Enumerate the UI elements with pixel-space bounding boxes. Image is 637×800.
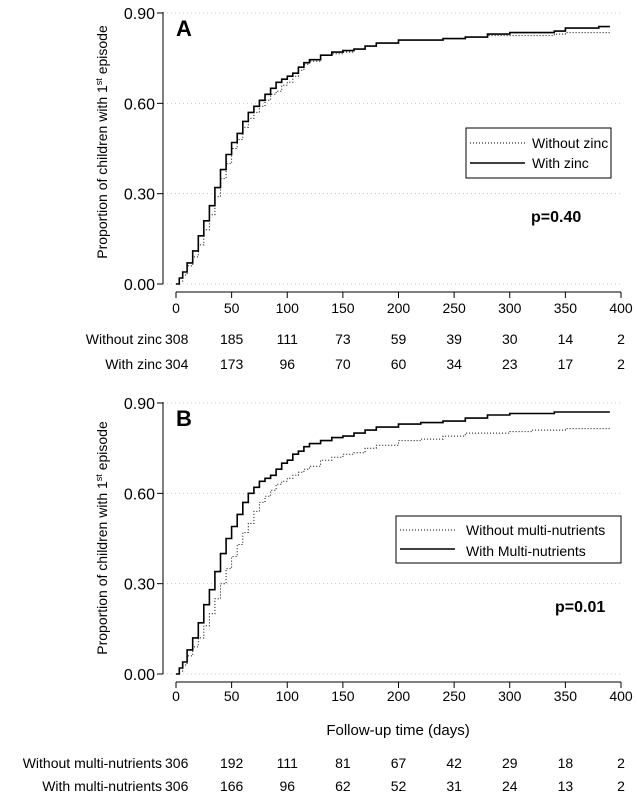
panel-b-x-tick-label: 0	[172, 688, 180, 704]
panel-a-x-ticks: 0 50 100 150 200 250 300 350 400	[172, 292, 633, 316]
panel-a-x-tick-label: 250	[442, 300, 466, 316]
panel-b-risk-count: 306	[165, 755, 189, 771]
panel-a-risk-count: 17	[558, 356, 574, 372]
panel-b-risk-count: 67	[391, 755, 407, 771]
panel-b-legend-label-with: With Multi-nutrients	[466, 543, 586, 559]
panel-a-curves	[176, 25, 610, 285]
panel-b-x-tick-label: 100	[276, 688, 300, 704]
panel-b-legend: Without multi-nutrients With Multi-nutri…	[395, 515, 622, 564]
panel-a-risk-count: 2	[617, 331, 625, 347]
panel-a-x-tick-label: 400	[609, 300, 633, 316]
panel-a-x-tick-label: 100	[276, 300, 300, 316]
panel-a-y-axis-title: Proportion of children with 1st episode	[94, 25, 110, 259]
panel-b-risk-count: 29	[502, 755, 518, 771]
panel-a-legend: Without zinc With zinc	[465, 127, 612, 179]
panel-b-x-tick-label: 400	[609, 688, 633, 704]
panel-b-risk-count: 306	[165, 778, 189, 794]
panel-b-risk-row-label-without: Without multi-nutrients	[23, 755, 162, 771]
panel-a-legend-label-without: Without zinc	[532, 135, 608, 151]
panel-a-y-ticks: 0.00 0.30 0.60 0.90	[124, 6, 163, 294]
panel-a-legend-label-with: With zinc	[532, 155, 589, 171]
panel-b-y-ticks: 0.00 0.30 0.60 0.90	[124, 396, 163, 684]
panel-b-risk-count: 52	[391, 778, 407, 794]
panel-b-risk-count: 42	[446, 755, 462, 771]
panel-b: 0.00 0.30 0.60 0.90 0 50 100 150 200 250 300 350 40…	[23, 396, 633, 794]
panel-b-risk-count: 13	[558, 778, 574, 794]
panel-b-x-tick-label: 300	[498, 688, 522, 704]
panel-b-risk-row-label-with: With multi-nutrients	[42, 778, 162, 794]
panel-a-risk-count: 2	[617, 356, 625, 372]
panel-a-x-tick-label: 200	[387, 300, 411, 316]
panel-b-x-tick-label: 200	[387, 688, 411, 704]
panel-b-y-axis-title-sup: st	[94, 474, 104, 482]
panel-b-y-tick-label: 0.60	[124, 486, 155, 503]
panel-a-x-tick-label: 50	[224, 300, 240, 316]
panel-a-p-value: p=0.40	[531, 209, 581, 226]
panel-b-risk-count: 192	[220, 755, 244, 771]
panel-a-risk-count: 39	[446, 331, 462, 347]
panel-a-x-tick-label: 300	[498, 300, 522, 316]
panel-a: 0.00 0.30 0.60 0.90 0 50 100 150 200 250 300 350 40…	[86, 6, 633, 372]
panel-b-risk-table: Without multi-nutrients With multi-nutri…	[23, 755, 625, 794]
panel-b-x-tick-label: 350	[554, 688, 578, 704]
panel-a-series-with	[176, 25, 610, 285]
panel-a-risk-count: 34	[446, 356, 462, 372]
panel-b-risk-count: 24	[502, 778, 518, 794]
panel-b-y-tick-label: 0.90	[124, 396, 155, 413]
panel-b-series-with	[176, 411, 610, 675]
panel-b-risk-count: 96	[279, 778, 295, 794]
panel-b-risk-count: 81	[335, 755, 351, 771]
panel-a-risk-table: Without zinc With zinc 308 185 111 73 59 39 30…	[86, 331, 625, 372]
panel-a-gridlines	[163, 12, 621, 285]
panel-a-risk-count: 30	[502, 331, 518, 347]
panel-b-y-tick-label: 0.00	[124, 667, 155, 684]
panel-a-y-tick-label: 0.30	[124, 187, 155, 204]
panel-a-risk-count: 73	[335, 331, 351, 347]
panel-b-x-tick-label: 150	[331, 688, 355, 704]
panel-b-legend-box	[395, 515, 622, 564]
panel-a-risk-row-label-without: Without zinc	[86, 331, 162, 347]
panel-a-y-axis-title-sup: st	[94, 78, 104, 86]
panel-b-x-axis-title: Follow-up time (days)	[326, 722, 469, 739]
panel-b-risk-count: 62	[335, 778, 351, 794]
panel-a-x-tick-label: 150	[331, 300, 355, 316]
panel-a-risk-count: 185	[220, 331, 244, 347]
panel-a-legend-box	[465, 127, 612, 179]
panel-a-risk-row-label-with: With zinc	[105, 356, 162, 372]
panel-a-risk-count: 60	[391, 356, 407, 372]
panel-b-risk-count: 2	[617, 778, 625, 794]
panel-b-risk-count: 2	[617, 755, 625, 771]
panel-a-risk-count: 304	[165, 356, 189, 372]
panel-a-risk-count: 23	[502, 356, 518, 372]
panel-b-risk-count: 111	[277, 755, 298, 771]
panel-b-p-value: p=0.01	[555, 599, 605, 616]
panel-b-risk-count: 18	[558, 755, 574, 771]
panel-a-risk-count: 96	[279, 356, 295, 372]
panel-a-risk-count: 59	[391, 331, 407, 347]
panel-b-x-tick-label: 250	[442, 688, 466, 704]
panel-a-x-tick-label: 350	[554, 300, 578, 316]
panel-b-legend-label-without: Without multi-nutrients	[466, 522, 605, 538]
panel-a-x-tick-label: 0	[172, 300, 180, 316]
panel-a-risk-count: 173	[220, 356, 244, 372]
panel-a-y-tick-label: 0.60	[124, 96, 155, 113]
panel-b-risk-count: 166	[220, 778, 244, 794]
panel-a-risk-count: 70	[335, 356, 351, 372]
panel-b-x-tick-label: 50	[224, 688, 240, 704]
panel-a-label: A	[176, 16, 192, 41]
panel-b-x-ticks: 0 50 100 150 200 250 300 350 400	[172, 682, 633, 704]
panel-a-y-tick-label: 0.00	[124, 277, 155, 294]
panel-a-risk-count: 308	[165, 331, 189, 347]
panel-b-gridlines	[163, 402, 621, 675]
panel-a-risk-count: 111	[277, 331, 298, 347]
panel-a-y-tick-label: 0.90	[124, 6, 155, 23]
panel-a-risk-count: 14	[558, 331, 574, 347]
panel-b-label: B	[176, 406, 192, 431]
panel-b-y-tick-label: 0.30	[124, 577, 155, 594]
panel-b-y-axis-title: Proportion of children with 1st episode	[94, 421, 110, 655]
panel-b-risk-count: 31	[446, 778, 462, 794]
panel-b-curves	[176, 411, 610, 675]
